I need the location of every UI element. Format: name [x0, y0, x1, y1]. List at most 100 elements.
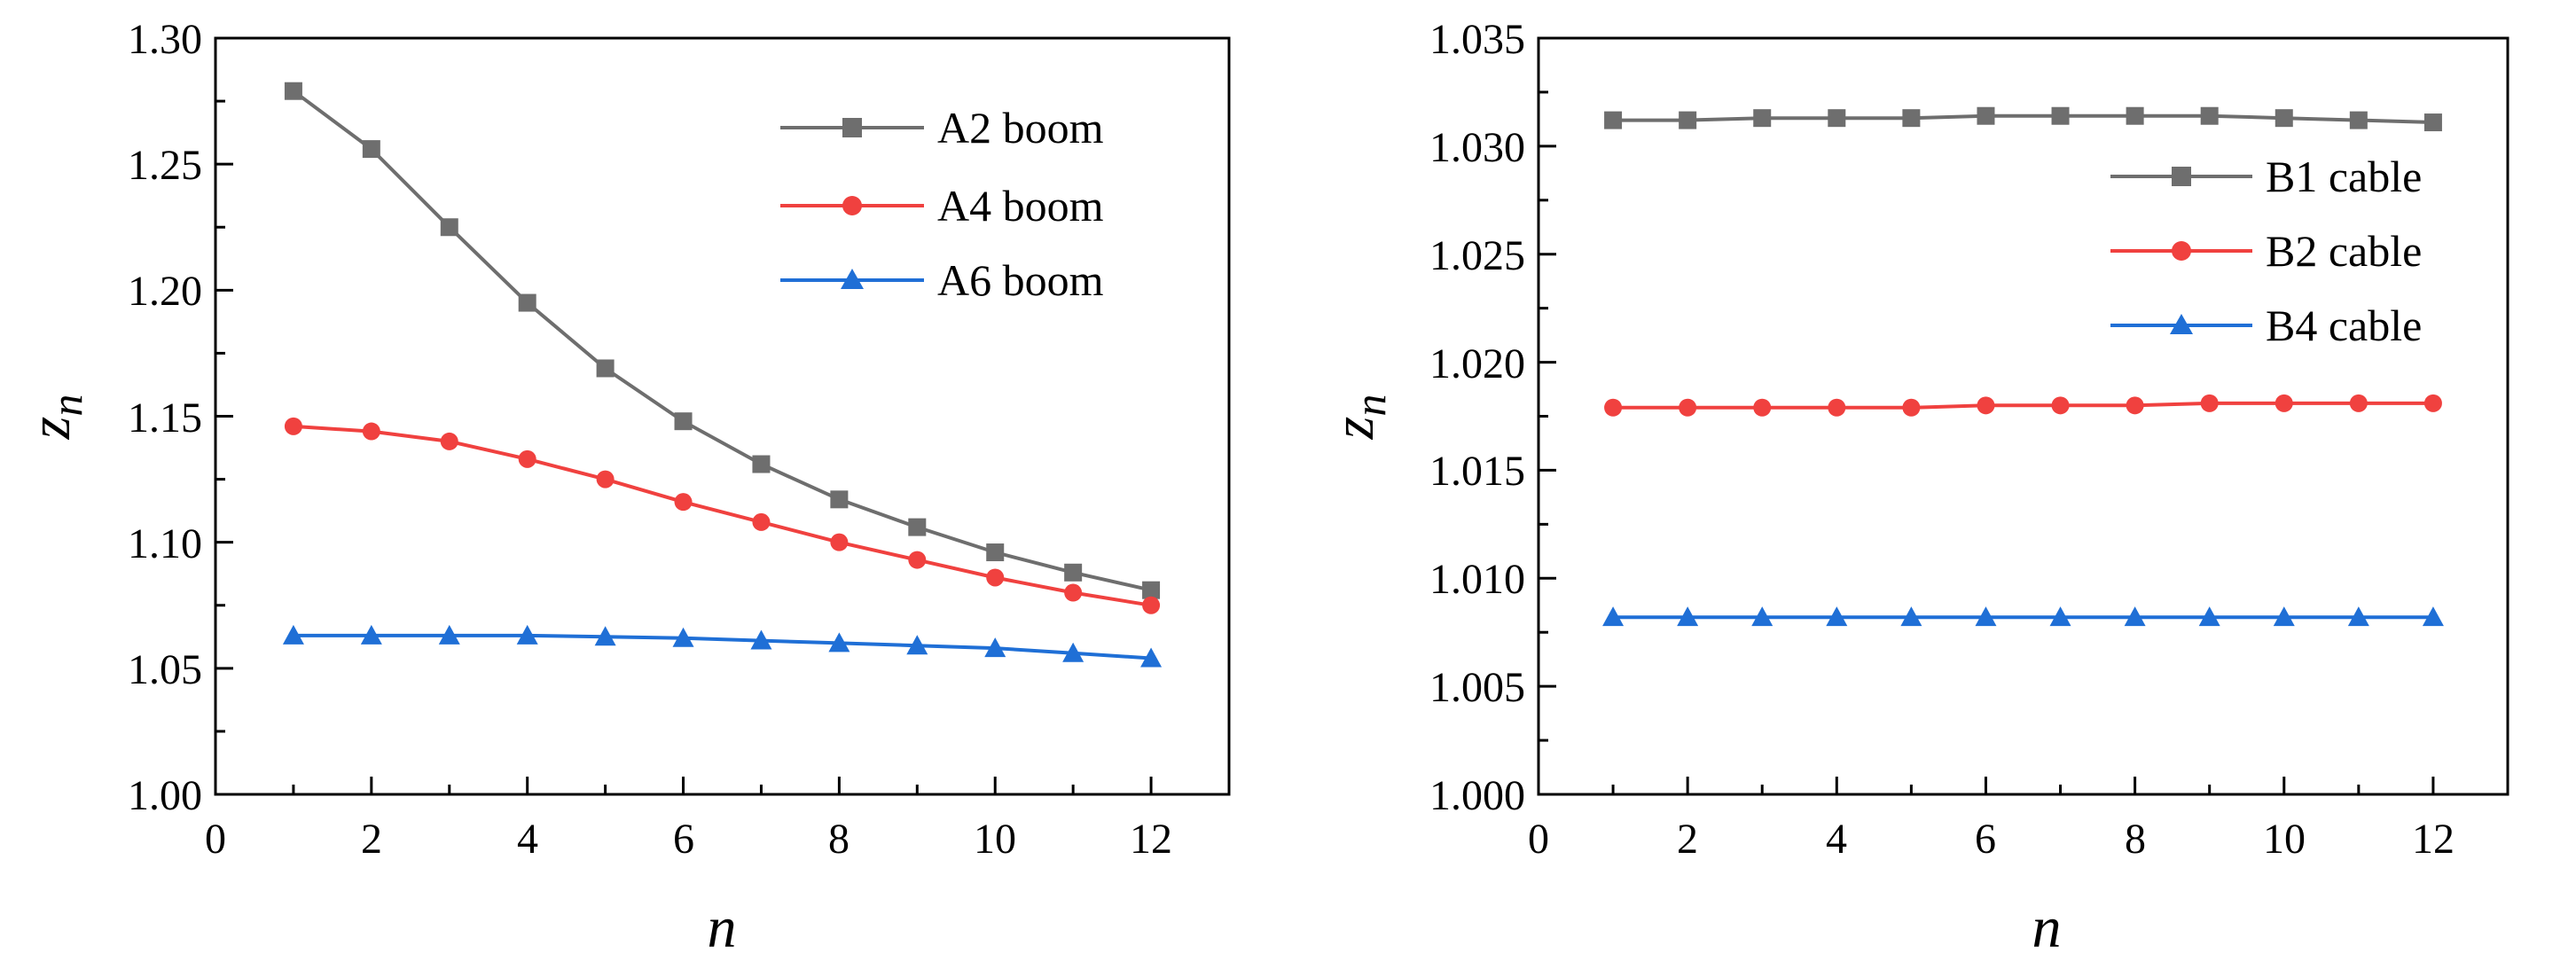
- data-point-a6-boom: [984, 637, 1006, 658]
- data-point-b4-cable: [1826, 606, 1848, 627]
- series-line-a6-boom: [293, 633, 1152, 660]
- data-point-b1-cable: [2423, 113, 2442, 132]
- data-point-a2-boom: [284, 82, 302, 100]
- data-point-b4-cable: [1677, 606, 1699, 627]
- y-tick-label: 1.030: [1429, 124, 1525, 171]
- data-point-b1-cable: [1753, 109, 1772, 128]
- y-tick-label: 1.30: [128, 16, 202, 63]
- x-tick-label: 4: [1826, 816, 1847, 863]
- data-point-a6-boom: [1062, 642, 1084, 662]
- data-point-b1-cable: [2126, 106, 2144, 125]
- data-point-b4-cable: [1975, 606, 1997, 627]
- data-point-b4-cable: [2273, 606, 2295, 627]
- data-point-a6-boom: [360, 624, 382, 645]
- axis-ticks: [1537, 36, 2509, 796]
- x-tick-label: 12: [1130, 816, 1172, 863]
- y-tick-label: 1.15: [128, 395, 202, 442]
- data-point-b2-cable: [1679, 398, 1697, 417]
- data-point-a2-boom: [1142, 581, 1161, 599]
- data-point-a4-boom: [986, 568, 1005, 587]
- x-axis-title: n: [708, 895, 737, 960]
- data-point-a2-boom: [362, 140, 380, 159]
- legend-label: A6 boom: [937, 255, 1104, 305]
- x-tick-label: 4: [517, 816, 538, 863]
- data-point-a2-boom: [908, 518, 927, 536]
- data-point-b4-cable: [2347, 606, 2369, 627]
- data-point-b4-cable: [2124, 606, 2146, 627]
- data-point-b1-cable: [1977, 106, 1995, 125]
- data-point-a6-boom: [594, 626, 616, 646]
- chart-panel-right: 1.000 1.005 1.010 1.015 1.020 1.025 1.03…: [1321, 16, 2509, 960]
- x-axis-title: n: [2032, 895, 2062, 960]
- y-tick-label: 1.035: [1429, 16, 1525, 63]
- legend-label: A2 boom: [937, 103, 1104, 152]
- data-point-b2-cable: [1977, 396, 1995, 415]
- x-tick-label: 8: [2125, 816, 2146, 863]
- y-tick-label: 1.20: [128, 268, 202, 315]
- data-point-a4-boom: [362, 422, 380, 441]
- data-point-b4-cable: [1602, 606, 1625, 627]
- series-line-b2-cable: [1613, 401, 2433, 410]
- legend: B1 cable B2 cable B4 cable: [2110, 152, 2422, 350]
- data-point-b2-cable: [2349, 394, 2368, 412]
- x-tick-label: 6: [1975, 816, 1996, 863]
- x-tick-label: 6: [673, 816, 694, 863]
- data-point-a2-boom: [752, 455, 771, 473]
- legend-label: B1 cable: [2266, 152, 2422, 201]
- data-point-b4-cable: [2198, 606, 2220, 627]
- data-point-b2-cable: [1753, 398, 1772, 417]
- data-point-a6-boom: [906, 635, 928, 655]
- y-axis-title-subscript: n: [42, 395, 91, 417]
- y-tick-label: 1.05: [128, 646, 202, 693]
- data-point-b2-cable: [2200, 394, 2219, 412]
- legend: A2 boom A4 boom A6 boom: [780, 103, 1104, 305]
- data-point-b4-cable: [2422, 606, 2444, 627]
- data-point-b1-cable: [2275, 109, 2293, 128]
- legend-marker-circle: [2172, 241, 2191, 261]
- data-point-b2-cable: [1604, 398, 1623, 417]
- y-axis-title-subscript: n: [1345, 395, 1395, 417]
- legend-marker-square: [842, 118, 862, 137]
- data-point-a4-boom: [752, 512, 771, 531]
- y-axis-title-main: z: [1321, 417, 1386, 441]
- data-point-a2-boom: [596, 359, 615, 378]
- legend-label: A4 boom: [937, 181, 1104, 231]
- data-point-b1-cable: [2349, 111, 2368, 129]
- data-point-b1-cable: [1679, 111, 1697, 129]
- data-point-b1-cable: [2051, 106, 2070, 125]
- x-tick-label: 10: [2263, 816, 2306, 863]
- x-tick-label: 2: [1677, 816, 1698, 863]
- legend-label: B2 cable: [2266, 226, 2422, 276]
- data-point-a6-boom: [1140, 647, 1163, 668]
- data-point-a4-boom: [440, 432, 458, 450]
- x-tick-label: 0: [205, 816, 226, 863]
- data-point-a2-boom: [518, 293, 536, 312]
- data-point-b1-cable: [1828, 109, 1846, 128]
- series-layer: [282, 82, 1163, 668]
- data-point-a4-boom: [1064, 583, 1083, 602]
- data-point-b4-cable: [2049, 606, 2071, 627]
- y-tick-label: 1.25: [128, 142, 202, 189]
- data-point-a2-boom: [830, 490, 849, 509]
- chart-panel-left: 1.00 1.05 1.10 1.15 1.20 1.25 1.30 0 2 4…: [18, 16, 1231, 960]
- y-axis-title: zn: [1321, 395, 1395, 441]
- data-point-b2-cable: [2051, 396, 2070, 415]
- y-axis-title: zn: [18, 395, 91, 441]
- data-point-a4-boom: [518, 449, 536, 468]
- data-point-a6-boom: [438, 624, 460, 645]
- data-point-a6-boom: [282, 624, 304, 645]
- legend-marker-circle: [842, 196, 862, 215]
- legend-marker-triangle: [841, 269, 864, 289]
- x-tick-label: 2: [361, 816, 382, 863]
- y-tick-label: 1.025: [1429, 232, 1525, 279]
- data-point-a6-boom: [516, 624, 538, 645]
- data-point-a4-boom: [908, 551, 927, 569]
- y-tick-label: 1.010: [1429, 556, 1525, 603]
- data-point-b4-cable: [1900, 606, 1922, 627]
- series-line-a2-boom: [292, 90, 1152, 592]
- legend-label: B4 cable: [2266, 301, 2422, 350]
- y-tick-label: 1.10: [128, 520, 202, 567]
- series-line-b1-cable: [1613, 113, 2433, 124]
- data-point-b1-cable: [1604, 111, 1623, 129]
